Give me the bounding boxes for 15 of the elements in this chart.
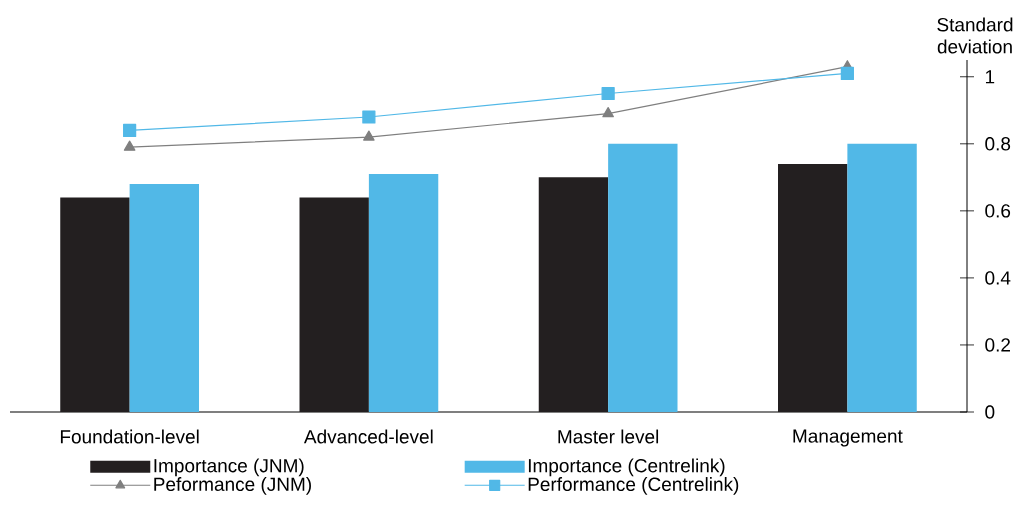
y-tick-label: 0 <box>985 405 995 419</box>
y-tick-label: 0.4 <box>985 271 1011 285</box>
x-tick-label: Master level <box>558 429 659 444</box>
legend-label: Performance (Centrelink) <box>528 477 739 495</box>
x-tick-label: Advanced-level <box>303 429 433 444</box>
legend-label: Importance (JNM) <box>154 458 304 477</box>
y-axis-title: Standard deviation <box>937 17 1013 54</box>
y-tick-label: 1 <box>985 70 995 84</box>
y-tick-label: 0.6 <box>985 204 1011 218</box>
x-tick-label: Management <box>793 429 903 447</box>
legend-label: Importance (Centrelink) <box>528 458 725 477</box>
x-tick-label: Foundation-level <box>60 429 199 444</box>
y-tick-label: 0.8 <box>985 137 1011 151</box>
legend-label: Peformance (JNM) <box>154 477 311 495</box>
y-tick-label: 0.2 <box>985 338 1010 352</box>
